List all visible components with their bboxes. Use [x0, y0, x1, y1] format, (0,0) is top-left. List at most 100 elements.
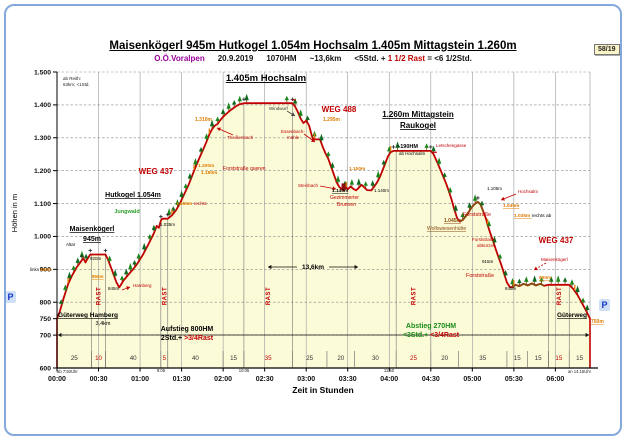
chart-annotation: Essenbach-: [281, 129, 305, 134]
segment-minutes: 20: [441, 355, 448, 362]
chart-annotation: Gezimmerter: [330, 195, 359, 201]
chart-annotation: 11:50: [384, 368, 395, 373]
y-tick-label: 750: [40, 316, 52, 323]
chart-annotation: 845m: [108, 286, 120, 291]
segment-minutes: 15: [576, 355, 583, 362]
chart-annotation: 10:05: [239, 368, 250, 373]
chart-annotation: ~190HM: [397, 144, 418, 150]
chart-annotation: Güterweg: [557, 312, 587, 319]
y-tick-label: 1.500: [34, 69, 51, 76]
chart-annotation: ab Reith:: [63, 76, 81, 81]
chart-annotation: Windwurf: [269, 106, 289, 111]
x-tick-label: 02:30: [256, 376, 274, 383]
chart-annotation: Abstieg 270HM: [406, 323, 456, 330]
y-axis-title: Höhen in m: [10, 193, 19, 233]
segment-minutes: 25: [71, 355, 78, 362]
chart-annotation: Forststraße: [472, 237, 496, 242]
x-tick-label: 04:00: [380, 376, 398, 383]
chart-annotation: 1.140m: [332, 188, 348, 194]
y-tick-label: 800: [40, 300, 52, 307]
chart-annotation: 1.295m: [323, 117, 341, 123]
chart-annotation: 1.035m: [160, 222, 175, 227]
chart-annotation: 1.065m rechts: [176, 201, 207, 207]
chart-annotation: 1.035m rechts ab: [514, 213, 552, 219]
x-tick-label: 05:30: [505, 376, 523, 383]
chart-annotation: 1.105m: [487, 186, 502, 191]
chart-annotation: WEG 437: [139, 167, 174, 176]
elevation-gain-label: 1070HM: [266, 54, 297, 63]
y-tick-label: 1.000: [34, 234, 51, 241]
tour-number-badge: 58/19: [594, 44, 620, 55]
chart-annotation: Brunnen: [337, 202, 356, 208]
x-axis-title: Zeit in Stunden: [292, 385, 354, 395]
y-tick-label: 600: [40, 365, 52, 372]
chart-annotation: Forststraße: [466, 273, 494, 279]
chart-annotation: Theißenbach: [227, 135, 254, 140]
chart-annotation: links 855m: [30, 267, 52, 272]
distance-label: ~13,6km: [309, 54, 342, 63]
rast-label: RAST: [411, 287, 417, 305]
parking-icon-start: P: [5, 291, 16, 303]
date-label: 20.9.2019: [217, 54, 254, 63]
chart-annotation: 920m: [90, 256, 102, 261]
segment-minutes: 30: [372, 355, 379, 362]
x-tick-label: 00:30: [90, 376, 108, 383]
rast-label: RAST: [557, 287, 563, 305]
segment-minutes: 20: [337, 355, 344, 362]
x-tick-label: 05:00: [463, 376, 481, 383]
chart-annotation: 1.200m: [198, 163, 214, 169]
chart-annotation: Aufstieg 800HM: [161, 326, 214, 333]
chart-annotation: 1.180m: [201, 170, 217, 176]
chart-annotation: 945m: [83, 236, 101, 243]
chart-annotation: 9:05: [157, 368, 166, 373]
chart-annotation: Hochsalm: [518, 189, 538, 194]
chart-annotation: 1.045m: [444, 218, 462, 224]
segment-minutes: 15: [535, 355, 542, 362]
segment-minutes: 15: [514, 355, 521, 362]
route-summary: O.Ö.Voralpen 20.9.2019 1070HM ~13,6km <5…: [0, 54, 626, 63]
x-tick-label: 03:00: [297, 376, 315, 383]
chart-annotation: 2Std.+ >3/4Rast: [161, 335, 214, 342]
x-tick-label: 00:00: [48, 376, 66, 383]
parking-icon-end: P: [599, 299, 610, 311]
segment-minutes: 35: [265, 355, 272, 362]
chart-annotation: 850m: [539, 275, 551, 281]
chart-annotation: 13,6km: [302, 264, 324, 271]
chart-annotation: Jungwald: [114, 209, 139, 215]
x-tick-label: 03:30: [339, 376, 357, 383]
chart-annotation: 3,4km: [96, 321, 111, 327]
segment-minutes: 10: [95, 355, 102, 362]
chart-annotation: Forststraße: [463, 212, 491, 218]
segment-minutes: 15: [555, 355, 562, 362]
profile-fill-area: [57, 103, 590, 368]
chart-annotation: 750m: [591, 319, 604, 325]
chart-annotation: abkürzen: [477, 243, 496, 248]
chart-annotation: WEG 488: [322, 105, 357, 114]
rast-label: RAST: [97, 287, 103, 305]
segment-minutes: 35: [479, 355, 486, 362]
chart-annotation: 1.260m Mittagstein: [382, 110, 454, 119]
chart-annotation: Maisenkögerl: [541, 257, 568, 262]
rast-label: RAST: [266, 287, 272, 305]
y-tick-label: 900: [40, 267, 52, 274]
segment-minutes: 15: [230, 355, 237, 362]
x-tick-label: 01:00: [131, 376, 149, 383]
segment-minutes: 40: [130, 355, 137, 362]
chart-annotation: Hutkogel 1.054m: [105, 192, 161, 199]
chart-annotation: 1.310m: [195, 117, 213, 123]
x-tick-label: 06:00: [546, 376, 564, 383]
chart-annotation: Steinbach: [298, 183, 319, 188]
chart-annotation: mühle: [287, 135, 300, 140]
x-tick-label: 04:30: [422, 376, 440, 383]
region-label: O.Ö.Voralpen: [154, 54, 205, 63]
chart-annotation: 63km; <1Std.: [63, 82, 90, 87]
page-title: Maisenkögerl 945m Hutkogel 1.054m Hochsa…: [0, 40, 626, 52]
chart-annotation: Wolfswiesenhütte: [427, 226, 466, 232]
chart-annotation: 845m: [505, 286, 517, 291]
chart-annotation: Letschengasse: [436, 143, 467, 148]
y-tick-label: 1.200: [34, 168, 51, 175]
chart-annotation: 1.405m Hochsalm: [226, 73, 306, 84]
x-tick-label: 02:00: [214, 376, 232, 383]
segment-minutes: 5: [163, 355, 167, 362]
